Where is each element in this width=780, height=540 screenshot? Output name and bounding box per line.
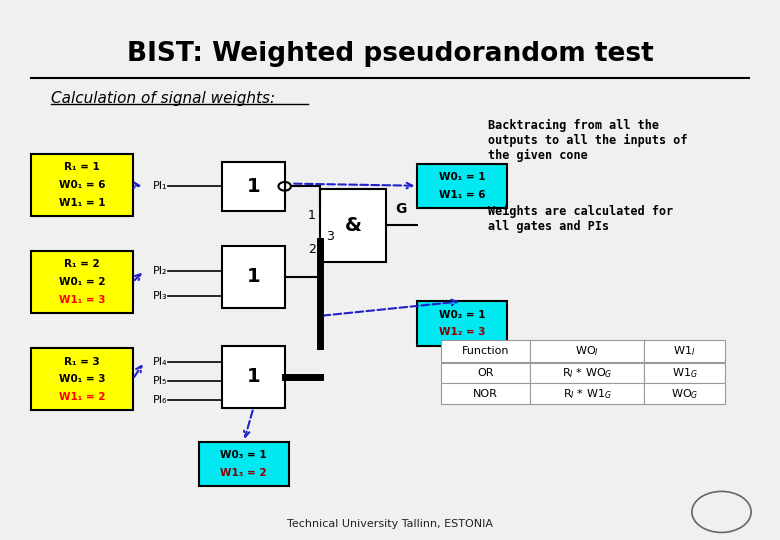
Bar: [222, 346, 285, 408]
Text: 1: 1: [246, 177, 261, 196]
Text: PI₆: PI₆: [154, 395, 168, 404]
Text: Weights are calculated for
all gates and PIs: Weights are calculated for all gates and…: [488, 205, 672, 233]
Text: R$_I$ * W1$_G$: R$_I$ * W1$_G$: [562, 387, 612, 401]
Text: 1: 1: [246, 267, 261, 286]
Text: R₁ = 1: R₁ = 1: [64, 162, 100, 172]
Text: R$_I$ * WO$_G$: R$_I$ * WO$_G$: [562, 366, 612, 380]
Bar: [417, 164, 507, 208]
Bar: [530, 363, 644, 383]
Text: 1: 1: [308, 209, 316, 222]
Bar: [441, 363, 530, 383]
Bar: [31, 251, 133, 313]
Text: W0₁ = 1: W0₁ = 1: [439, 172, 485, 182]
Text: PI₅: PI₅: [154, 376, 168, 386]
Text: W1₁ = 1: W1₁ = 1: [58, 198, 105, 208]
Text: W1$_I$: W1$_I$: [673, 344, 696, 358]
Text: NOR: NOR: [473, 389, 498, 399]
Bar: [644, 340, 725, 362]
Bar: [530, 340, 644, 362]
Text: W1$_G$: W1$_G$: [672, 366, 697, 380]
Text: PI₁: PI₁: [153, 181, 168, 191]
Text: W0₁ = 6: W0₁ = 6: [58, 180, 105, 190]
Text: W0₂ = 1: W0₂ = 1: [439, 309, 485, 320]
Bar: [417, 301, 507, 346]
Bar: [644, 363, 725, 383]
Text: PI₂: PI₂: [153, 266, 168, 275]
Text: W1₁ = 6: W1₁ = 6: [439, 190, 485, 200]
Text: R₁ = 2: R₁ = 2: [64, 259, 100, 269]
Text: W1₂ = 3: W1₂ = 3: [439, 327, 485, 338]
Bar: [644, 383, 725, 404]
Text: W1₁ = 3: W1₁ = 3: [58, 295, 105, 305]
Bar: [320, 189, 386, 262]
Text: PI₄: PI₄: [153, 357, 168, 367]
Text: 2: 2: [308, 243, 316, 256]
Text: &: &: [345, 216, 361, 235]
Text: WO$_I$: WO$_I$: [575, 344, 599, 358]
Bar: [31, 348, 133, 410]
Text: W0₃ = 1: W0₃ = 1: [221, 450, 267, 460]
Text: WO$_G$: WO$_G$: [671, 387, 698, 401]
Bar: [222, 246, 285, 308]
Text: R₁ = 3: R₁ = 3: [64, 356, 100, 367]
Bar: [441, 383, 530, 404]
Text: 1: 1: [246, 367, 261, 386]
Bar: [199, 442, 289, 486]
Text: PI₃: PI₃: [153, 291, 168, 301]
Text: OR: OR: [477, 368, 494, 378]
Text: W0₁ = 2: W0₁ = 2: [58, 277, 105, 287]
Text: Function: Function: [462, 346, 509, 356]
Text: W1₁ = 2: W1₁ = 2: [58, 392, 105, 402]
Bar: [441, 340, 530, 362]
Text: G: G: [395, 202, 407, 217]
Bar: [31, 154, 133, 216]
Bar: [530, 383, 644, 404]
Bar: [222, 162, 285, 211]
Text: Technical University Tallinn, ESTONIA: Technical University Tallinn, ESTONIA: [287, 519, 493, 529]
Text: Calculation of signal weights:: Calculation of signal weights:: [51, 91, 275, 106]
Text: W0₁ = 3: W0₁ = 3: [58, 374, 105, 384]
Text: W1₃ = 2: W1₃ = 2: [221, 468, 267, 478]
Text: Backtracing from all the
outputs to all the inputs of
the given cone: Backtracing from all the outputs to all …: [488, 119, 687, 162]
Text: 3: 3: [326, 230, 334, 242]
Text: BIST: Weighted pseudorandom test: BIST: Weighted pseudorandom test: [126, 41, 654, 67]
